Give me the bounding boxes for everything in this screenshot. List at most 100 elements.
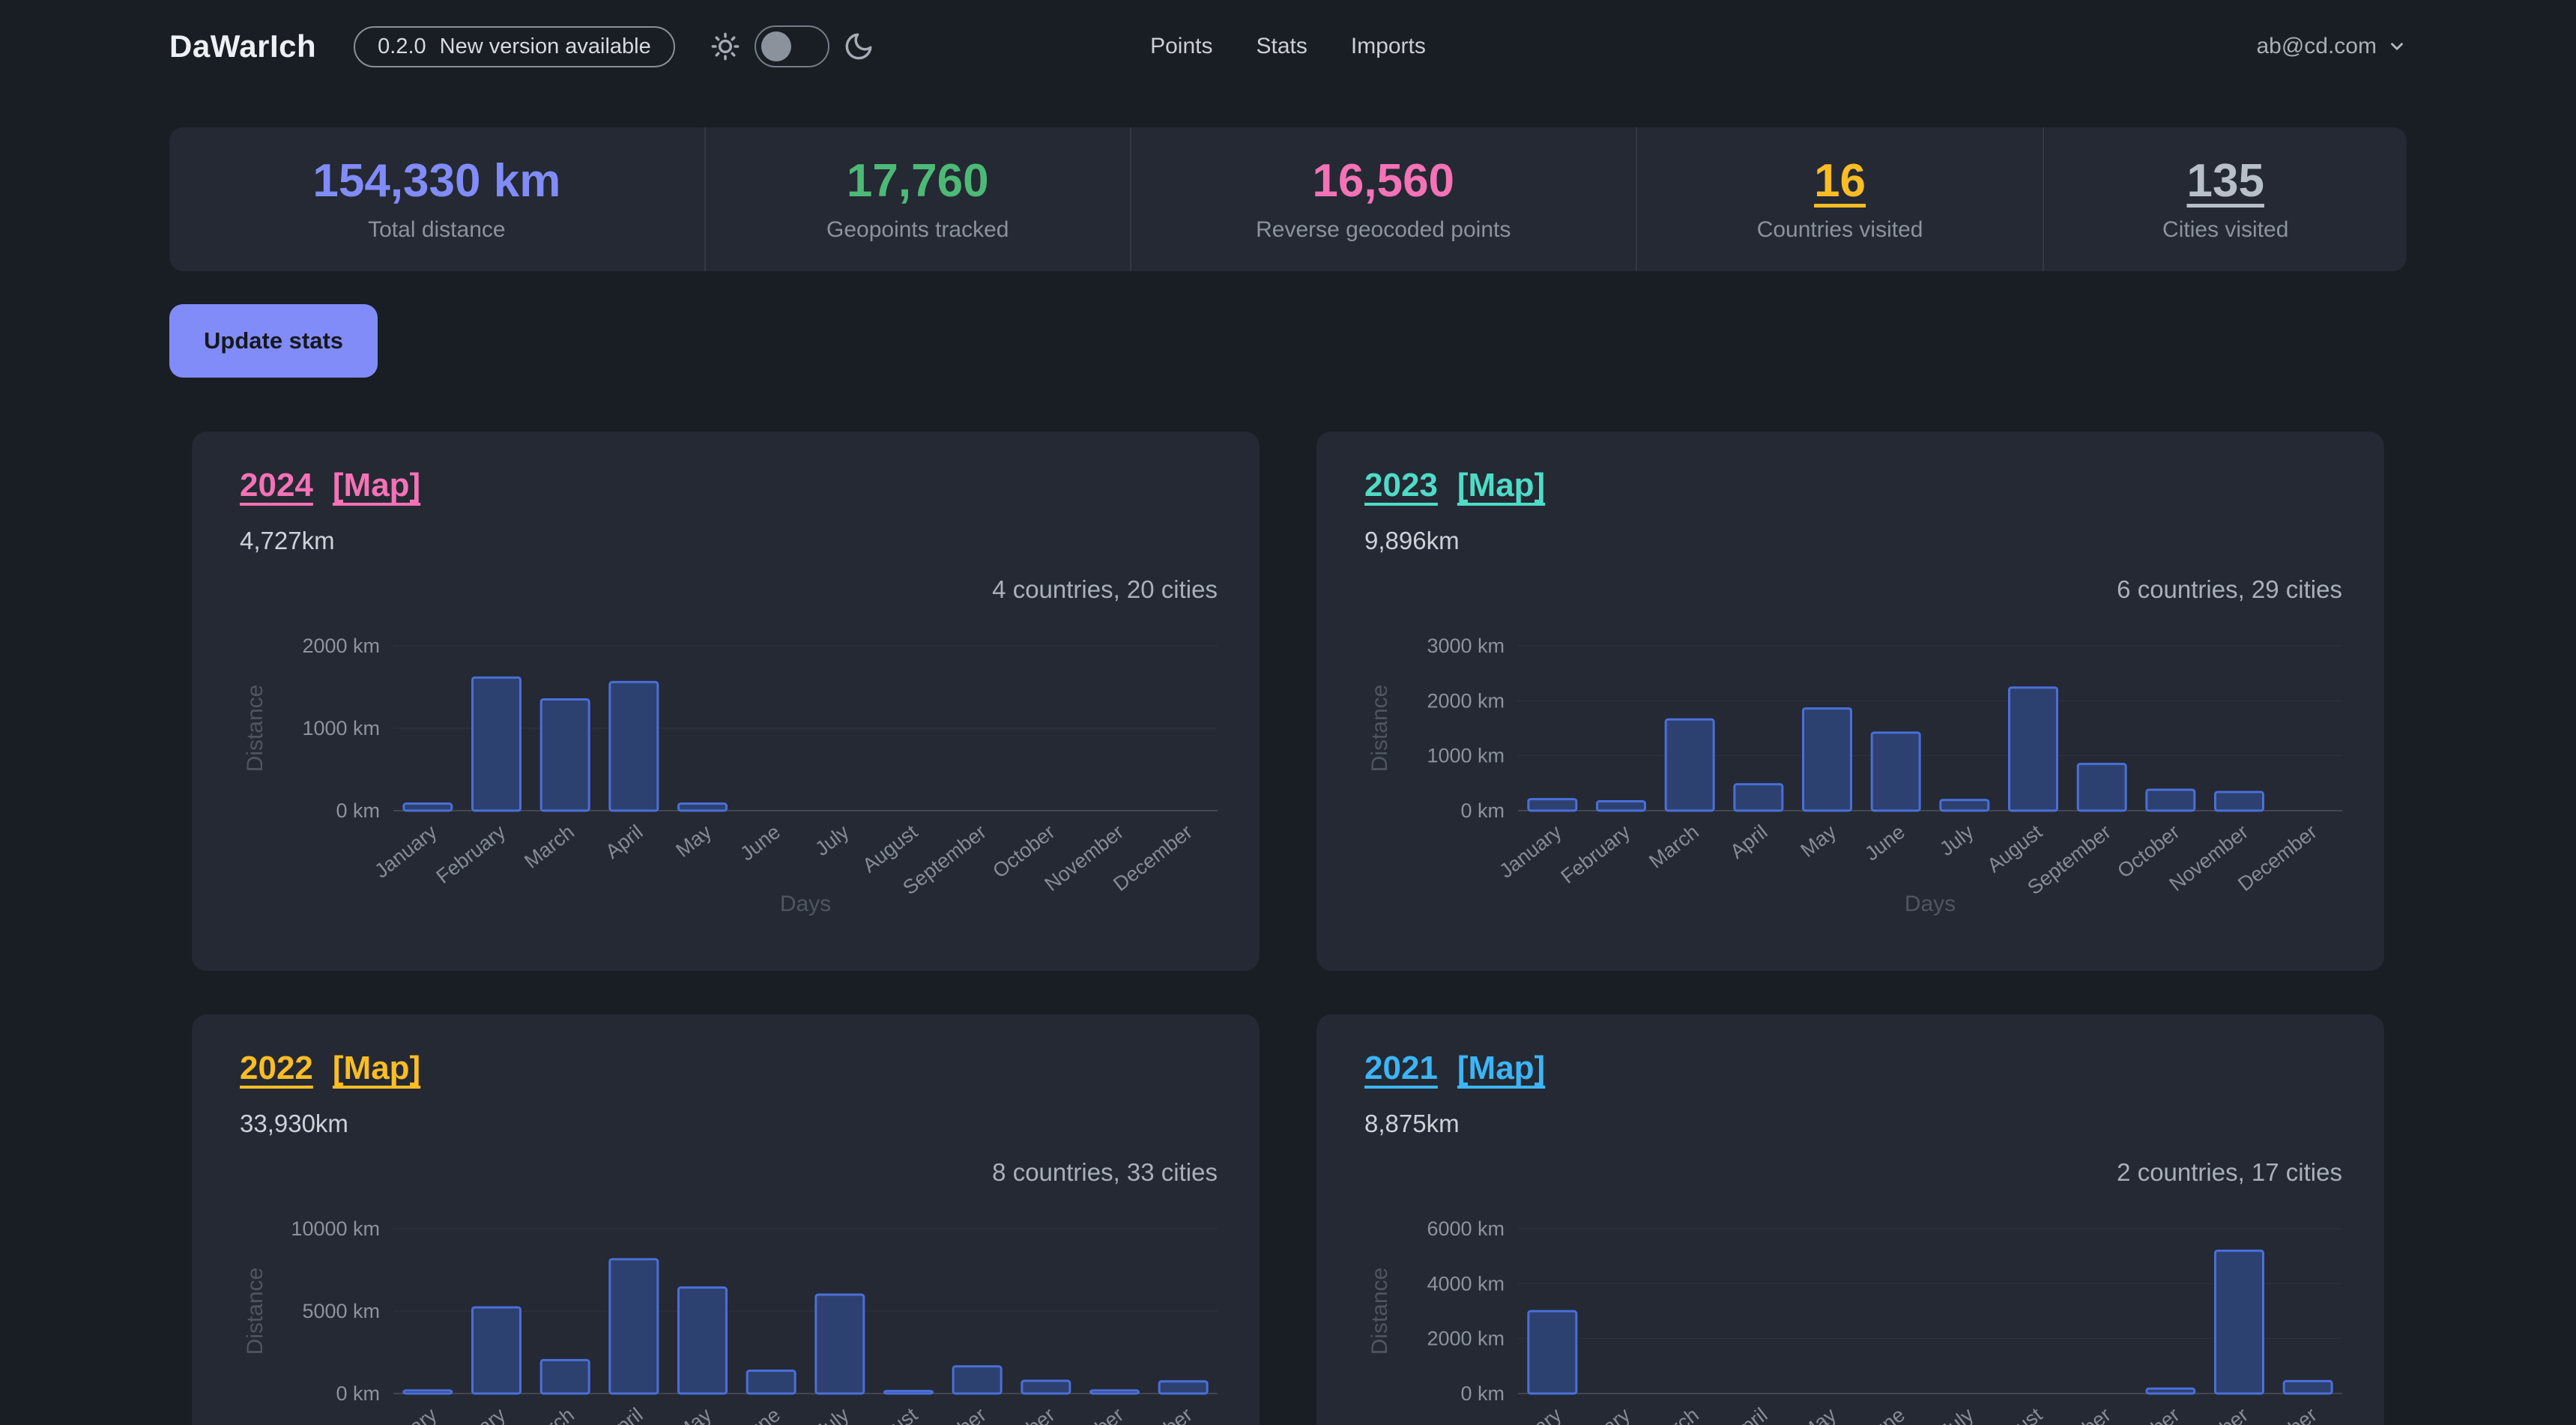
stat-label-countries-visited: Countries visited: [1756, 217, 1923, 243]
svg-text:July: July: [1935, 1403, 1978, 1425]
user-menu[interactable]: ab@cd.com: [2256, 34, 2407, 59]
svg-text:Distance: Distance: [243, 1268, 267, 1355]
page-container: DaWarIch 0.2.0 New version available: [169, 0, 2407, 1425]
stat-value-cities-visited[interactable]: 135: [2186, 155, 2264, 207]
map-link-2023[interactable]: [Map]: [1457, 467, 1546, 504]
svg-text:Days: Days: [1905, 892, 1956, 916]
svg-text:0 km: 0 km: [1460, 1382, 1505, 1405]
chart-2021: 0 km 2000 km 4000 km 6000 km JanuaryFebruary…: [1364, 1210, 2342, 1425]
stat-label-cities-visited: Cities visited: [2162, 217, 2289, 243]
year-distance-2024: 4,727km: [240, 527, 335, 555]
svg-text:July: July: [1935, 820, 1978, 861]
svg-text:June: June: [1860, 1403, 1909, 1425]
stats-row: 154,330 km Total distance 17,760 Geopoin…: [169, 127, 2407, 272]
svg-text:August: August: [858, 1403, 922, 1425]
nav-imports[interactable]: Imports: [1350, 34, 1426, 58]
svg-text:April: April: [601, 820, 647, 863]
svg-text:Days: Days: [780, 892, 831, 916]
version-badge[interactable]: 0.2.0 New version available: [354, 25, 675, 67]
svg-text:1000 km: 1000 km: [1427, 745, 1505, 767]
year-link-2024[interactable]: 2024: [240, 467, 313, 504]
svg-text:April: April: [1726, 1403, 1771, 1425]
svg-text:April: April: [601, 1403, 647, 1425]
svg-text:Distance: Distance: [1367, 685, 1392, 772]
svg-text:October: October: [2113, 1403, 2183, 1425]
svg-text:June: June: [736, 820, 784, 865]
new-version-label: New version available: [439, 34, 651, 58]
stat-label-total-distance: Total distance: [368, 217, 506, 243]
theme-toggle[interactable]: [754, 25, 829, 67]
svg-text:June: June: [1860, 820, 1909, 865]
year-summary-2021: 2 countries, 17 cities: [2117, 1158, 2342, 1187]
svg-text:Distance: Distance: [243, 685, 267, 772]
moon-icon: [843, 31, 874, 62]
year-card-2024: 2024 [Map] 4,727km 4 countries, 20 citie…: [192, 432, 1260, 972]
svg-text:March: March: [520, 820, 578, 873]
stat-value-reverse-geocoded: 16,560: [1312, 155, 1455, 207]
stat-countries-visited: 16 Countries visited: [1635, 127, 2043, 272]
svg-text:January: January: [1495, 1403, 1566, 1425]
year-distance-2022: 33,930km: [240, 1110, 348, 1138]
theme-switcher: [710, 25, 874, 67]
chart-2024: 0 km 1000 km 2000 km January February March Ap…: [240, 627, 1218, 946]
version-number: 0.2.0: [378, 34, 426, 58]
stat-reverse-geocoded: 16,560 Reverse geocoded points: [1129, 127, 1636, 272]
map-link-2024[interactable]: [Map]: [332, 467, 421, 504]
stat-label-geopoints: Geopoints tracked: [826, 217, 1009, 243]
svg-text:Distance: Distance: [1367, 1268, 1392, 1355]
stat-cities-visited: 135 Cities visited: [2043, 127, 2407, 272]
year-link-2022[interactable]: 2022: [240, 1050, 313, 1087]
svg-text:July: July: [811, 1403, 853, 1425]
svg-text:February: February: [1557, 820, 1635, 888]
svg-text:January: January: [370, 1403, 441, 1425]
svg-text:3000 km: 3000 km: [1427, 635, 1505, 657]
svg-text:July: July: [811, 820, 853, 861]
svg-text:0 km: 0 km: [336, 799, 380, 822]
stat-value-geopoints: 17,760: [846, 155, 989, 207]
year-card-2022: 2022 [Map] 33,930km 8 countries, 33 citi…: [192, 1014, 1260, 1425]
svg-text:2000 km: 2000 km: [1427, 1328, 1505, 1350]
svg-text:February: February: [1557, 1403, 1635, 1425]
svg-text:June: June: [736, 1403, 784, 1425]
svg-text:May: May: [1797, 820, 1841, 862]
map-link-2021[interactable]: [Map]: [1457, 1050, 1546, 1087]
main-nav: Points Stats Imports: [1150, 34, 1426, 59]
svg-text:2000 km: 2000 km: [1427, 689, 1505, 712]
svg-text:January: January: [1495, 820, 1566, 883]
nav-points[interactable]: Points: [1150, 34, 1213, 58]
svg-text:5000 km: 5000 km: [302, 1300, 380, 1322]
svg-text:August: August: [1983, 1403, 2046, 1425]
theme-toggle-knob: [761, 31, 791, 61]
year-distance-2021: 8,875km: [1364, 1110, 1460, 1138]
stat-value-countries-visited[interactable]: 16: [1814, 155, 1866, 207]
stat-label-reverse-geocoded: Reverse geocoded points: [1256, 217, 1511, 243]
user-email: ab@cd.com: [2256, 34, 2377, 58]
year-card-head: 2021 [Map]: [1364, 1047, 2342, 1089]
svg-text:February: February: [432, 820, 510, 888]
stat-total-distance: 154,330 km Total distance: [169, 127, 704, 271]
svg-text:0 km: 0 km: [336, 1382, 380, 1405]
svg-text:March: March: [1645, 1403, 1703, 1425]
nav-stats[interactable]: Stats: [1256, 34, 1307, 58]
stat-value-total-distance: 154,330 km: [312, 155, 561, 207]
update-stats-button[interactable]: Update stats: [169, 304, 378, 378]
svg-text:6000 km: 6000 km: [1427, 1217, 1505, 1240]
svg-text:March: March: [520, 1403, 578, 1425]
stat-geopoints: 17,760 Geopoints tracked: [704, 127, 1130, 272]
svg-text:October: October: [988, 1403, 1059, 1425]
year-link-2021[interactable]: 2021: [1364, 1050, 1438, 1087]
year-card-2023: 2023 [Map] 9,896km 6 countries, 29 citie…: [1316, 432, 2384, 972]
svg-text:August: August: [858, 820, 922, 877]
svg-text:May: May: [1797, 1403, 1841, 1425]
year-card-head: 2023 [Map]: [1364, 465, 2342, 506]
year-card-head: 2024 [Map]: [240, 465, 1218, 506]
svg-text:March: March: [1645, 820, 1703, 873]
sun-icon: [710, 31, 741, 62]
year-cards-grid: 2024 [Map] 4,727km 4 countries, 20 citie…: [169, 432, 2407, 1425]
map-link-2022[interactable]: [Map]: [332, 1050, 421, 1087]
app-logo[interactable]: DaWarIch: [169, 28, 317, 64]
svg-text:4000 km: 4000 km: [1427, 1272, 1505, 1295]
year-card-head: 2022 [Map]: [240, 1047, 1218, 1089]
year-link-2023[interactable]: 2023: [1364, 467, 1438, 504]
svg-text:February: February: [432, 1403, 510, 1425]
